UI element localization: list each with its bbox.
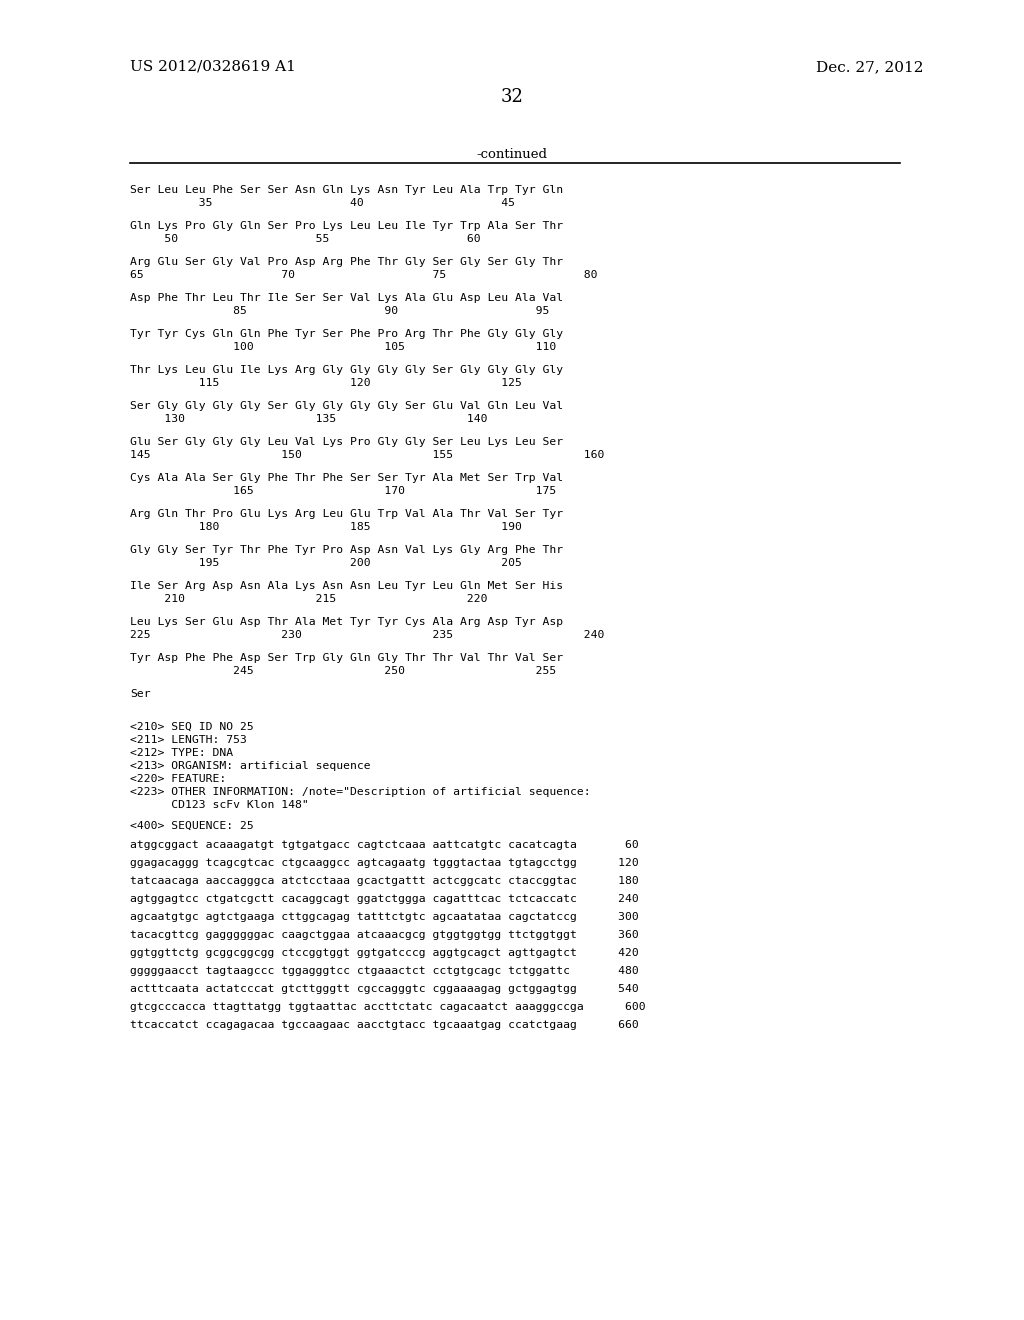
Text: 100                   105                   110: 100 105 110 <box>130 342 556 352</box>
Text: Tyr Tyr Cys Gln Gln Phe Tyr Ser Phe Pro Arg Thr Phe Gly Gly Gly: Tyr Tyr Cys Gln Gln Phe Tyr Ser Phe Pro … <box>130 329 563 339</box>
Text: ggagacaggg tcagcgtcac ctgcaaggcc agtcagaatg tgggtactaa tgtagcctgg      120: ggagacaggg tcagcgtcac ctgcaaggcc agtcaga… <box>130 858 639 869</box>
Text: Arg Gln Thr Pro Glu Lys Arg Leu Glu Trp Val Ala Thr Val Ser Tyr: Arg Gln Thr Pro Glu Lys Arg Leu Glu Trp … <box>130 510 563 519</box>
Text: 245                   250                   255: 245 250 255 <box>130 667 556 676</box>
Text: ggtggttctg gcggcggcgg ctccggtggt ggtgatcccg aggtgcagct agttgagtct      420: ggtggttctg gcggcggcgg ctccggtggt ggtgatc… <box>130 948 639 958</box>
Text: -continued: -continued <box>476 148 548 161</box>
Text: gggggaacct tagtaagccc tggagggtcc ctgaaactct cctgtgcagc tctggattc       480: gggggaacct tagtaagccc tggagggtcc ctgaaac… <box>130 966 639 975</box>
Text: Tyr Asp Phe Phe Asp Ser Trp Gly Gln Gly Thr Thr Val Thr Val Ser: Tyr Asp Phe Phe Asp Ser Trp Gly Gln Gly … <box>130 653 563 663</box>
Text: 35                    40                    45: 35 40 45 <box>130 198 515 209</box>
Text: tatcaacaga aaccagggca atctcctaaa gcactgattt actcggcatc ctaccggtac      180: tatcaacaga aaccagggca atctcctaaa gcactga… <box>130 876 639 886</box>
Text: 165                   170                   175: 165 170 175 <box>130 486 556 496</box>
Text: gtcgcccacca ttagttatgg tggtaattac accttctatc cagacaatct aaagggccga      600: gtcgcccacca ttagttatgg tggtaattac accttc… <box>130 1002 645 1012</box>
Text: Ser Gly Gly Gly Gly Ser Gly Gly Gly Gly Ser Glu Val Gln Leu Val: Ser Gly Gly Gly Gly Ser Gly Gly Gly Gly … <box>130 401 563 411</box>
Text: 145                   150                   155                   160: 145 150 155 160 <box>130 450 604 459</box>
Text: Asp Phe Thr Leu Thr Ile Ser Ser Val Lys Ala Glu Asp Leu Ala Val: Asp Phe Thr Leu Thr Ile Ser Ser Val Lys … <box>130 293 563 304</box>
Text: CD123 scFv Klon 148": CD123 scFv Klon 148" <box>130 800 309 810</box>
Text: 210                   215                   220: 210 215 220 <box>130 594 487 605</box>
Text: 65                    70                    75                    80: 65 70 75 80 <box>130 271 597 280</box>
Text: Gln Lys Pro Gly Gln Ser Pro Lys Leu Leu Ile Tyr Trp Ala Ser Thr: Gln Lys Pro Gly Gln Ser Pro Lys Leu Leu … <box>130 220 563 231</box>
Text: 115                   120                   125: 115 120 125 <box>130 378 522 388</box>
Text: Dec. 27, 2012: Dec. 27, 2012 <box>816 59 924 74</box>
Text: Arg Glu Ser Gly Val Pro Asp Arg Phe Thr Gly Ser Gly Ser Gly Thr: Arg Glu Ser Gly Val Pro Asp Arg Phe Thr … <box>130 257 563 267</box>
Text: tacacgttcg gaggggggac caagctggaa atcaaacgcg gtggtggtgg ttctggtggt      360: tacacgttcg gaggggggac caagctggaa atcaaac… <box>130 931 639 940</box>
Text: <212> TYPE: DNA: <212> TYPE: DNA <box>130 748 233 758</box>
Text: Leu Lys Ser Glu Asp Thr Ala Met Tyr Tyr Cys Ala Arg Asp Tyr Asp: Leu Lys Ser Glu Asp Thr Ala Met Tyr Tyr … <box>130 616 563 627</box>
Text: 85                    90                    95: 85 90 95 <box>130 306 549 315</box>
Text: 50                    55                    60: 50 55 60 <box>130 234 480 244</box>
Text: agtggagtcc ctgatcgctt cacaggcagt ggatctggga cagatttcac tctcaccatc      240: agtggagtcc ctgatcgctt cacaggcagt ggatctg… <box>130 894 639 904</box>
Text: Ile Ser Arg Asp Asn Ala Lys Asn Asn Leu Tyr Leu Gln Met Ser His: Ile Ser Arg Asp Asn Ala Lys Asn Asn Leu … <box>130 581 563 591</box>
Text: Glu Ser Gly Gly Gly Leu Val Lys Pro Gly Gly Ser Leu Lys Leu Ser: Glu Ser Gly Gly Gly Leu Val Lys Pro Gly … <box>130 437 563 447</box>
Text: 180                   185                   190: 180 185 190 <box>130 521 522 532</box>
Text: actttcaata actatcccat gtcttgggtt cgccagggtc cggaaaagag gctggagtgg      540: actttcaata actatcccat gtcttgggtt cgccagg… <box>130 983 639 994</box>
Text: Thr Lys Leu Glu Ile Lys Arg Gly Gly Gly Gly Ser Gly Gly Gly Gly: Thr Lys Leu Glu Ile Lys Arg Gly Gly Gly … <box>130 366 563 375</box>
Text: 32: 32 <box>501 88 523 106</box>
Text: Cys Ala Ala Ser Gly Phe Thr Phe Ser Ser Tyr Ala Met Ser Trp Val: Cys Ala Ala Ser Gly Phe Thr Phe Ser Ser … <box>130 473 563 483</box>
Text: <213> ORGANISM: artificial sequence: <213> ORGANISM: artificial sequence <box>130 762 371 771</box>
Text: <400> SEQUENCE: 25: <400> SEQUENCE: 25 <box>130 821 254 832</box>
Text: 130                   135                   140: 130 135 140 <box>130 414 487 424</box>
Text: atggcggact acaaagatgt tgtgatgacc cagtctcaaa aattcatgtc cacatcagta       60: atggcggact acaaagatgt tgtgatgacc cagtctc… <box>130 840 639 850</box>
Text: Ser Leu Leu Phe Ser Ser Asn Gln Lys Asn Tyr Leu Ala Trp Tyr Gln: Ser Leu Leu Phe Ser Ser Asn Gln Lys Asn … <box>130 185 563 195</box>
Text: Gly Gly Ser Tyr Thr Phe Tyr Pro Asp Asn Val Lys Gly Arg Phe Thr: Gly Gly Ser Tyr Thr Phe Tyr Pro Asp Asn … <box>130 545 563 554</box>
Text: <210> SEQ ID NO 25: <210> SEQ ID NO 25 <box>130 722 254 733</box>
Text: agcaatgtgc agtctgaaga cttggcagag tatttctgtc agcaatataa cagctatccg      300: agcaatgtgc agtctgaaga cttggcagag tatttct… <box>130 912 639 921</box>
Text: US 2012/0328619 A1: US 2012/0328619 A1 <box>130 59 296 74</box>
Text: <223> OTHER INFORMATION: /note="Description of artificial sequence:: <223> OTHER INFORMATION: /note="Descript… <box>130 787 591 797</box>
Text: Ser: Ser <box>130 689 151 700</box>
Text: <211> LENGTH: 753: <211> LENGTH: 753 <box>130 735 247 744</box>
Text: 195                   200                   205: 195 200 205 <box>130 558 522 568</box>
Text: <220> FEATURE:: <220> FEATURE: <box>130 774 226 784</box>
Text: 225                   230                   235                   240: 225 230 235 240 <box>130 630 604 640</box>
Text: ttcaccatct ccagagacaa tgccaagaac aacctgtacc tgcaaatgag ccatctgaag      660: ttcaccatct ccagagacaa tgccaagaac aacctgt… <box>130 1020 639 1030</box>
